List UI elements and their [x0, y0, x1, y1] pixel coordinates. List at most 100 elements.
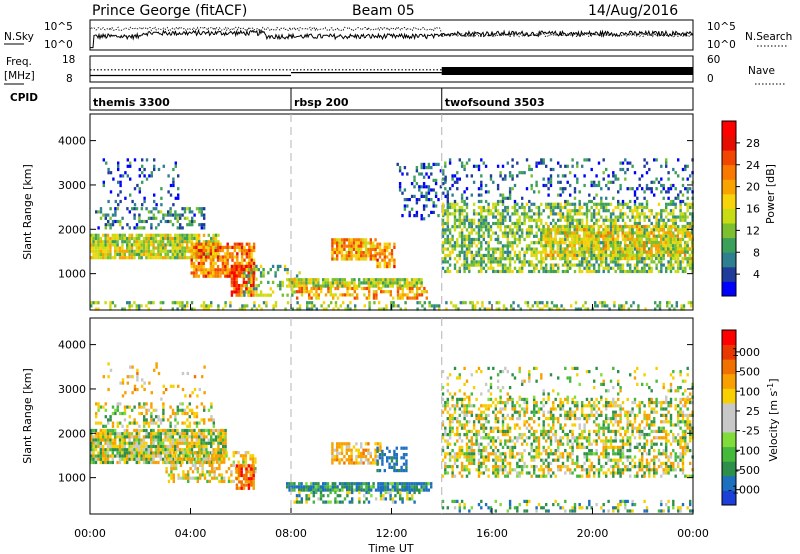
- data-cell: [441, 221, 445, 226]
- colorbar-swatch: [722, 237, 736, 253]
- data-cell: [516, 221, 519, 226]
- data-cell: [348, 244, 351, 248]
- data-cell: [418, 278, 421, 282]
- data-cell: [248, 252, 251, 256]
- data-cell: [307, 281, 310, 285]
- data-cell: [384, 278, 387, 282]
- data-cell: [117, 193, 120, 197]
- data-cell: [508, 253, 512, 258]
- data-cell: [138, 448, 141, 452]
- data-cell: [669, 183, 673, 188]
- data-cell: [392, 296, 395, 300]
- data-cell: [569, 183, 572, 188]
- data-cell: [133, 240, 136, 244]
- data-cell: [399, 286, 402, 291]
- data-cell: [116, 444, 119, 449]
- data-cell: [614, 260, 617, 264]
- data-cell: [540, 237, 543, 242]
- data-cell: [460, 231, 464, 235]
- data-cell: [200, 249, 203, 253]
- data-cell: [219, 438, 222, 442]
- data-cell: [499, 257, 502, 261]
- data-cell: [176, 233, 179, 237]
- data-cell: [166, 438, 170, 442]
- data-cell: [484, 247, 488, 251]
- data-cell: [167, 190, 170, 194]
- data-cell: [619, 253, 622, 257]
- data-cell: [162, 441, 165, 445]
- data-cell: [145, 177, 149, 181]
- data-cell: [592, 228, 595, 232]
- data-cell: [629, 263, 632, 267]
- data-cell: [489, 225, 493, 229]
- data-cell: [619, 247, 622, 251]
- data-cell: [393, 261, 396, 265]
- data-cell: [665, 269, 668, 274]
- data-cell: [597, 224, 600, 229]
- data-cell: [576, 253, 579, 258]
- data-cell: [111, 438, 114, 442]
- data-cell: [326, 284, 330, 288]
- data-cell: [174, 246, 177, 250]
- data-cell: [143, 381, 146, 385]
- data-cell: [418, 185, 421, 189]
- data-cell: [540, 218, 543, 222]
- data-cell: [104, 256, 107, 260]
- data-cell: [157, 432, 160, 436]
- data-cell: [128, 421, 131, 425]
- data-cell: [492, 257, 495, 261]
- data-cell: [200, 207, 203, 211]
- data-cell: [626, 187, 629, 191]
- data-cell: [135, 457, 138, 461]
- data-cell: [487, 253, 490, 258]
- data-cell: [675, 301, 678, 305]
- data-cell: [248, 249, 251, 253]
- data-cell: [188, 424, 191, 428]
- data-cell: [578, 266, 581, 270]
- data-cell: [597, 180, 601, 184]
- data-cell: [207, 454, 210, 458]
- data-cell: [415, 166, 419, 170]
- data-cell: [197, 261, 201, 265]
- data-cell: [451, 183, 454, 188]
- data-cell: [660, 247, 663, 251]
- data-cell: [679, 215, 682, 219]
- data-cell: [150, 435, 153, 439]
- data-cell: [130, 432, 134, 436]
- data-cell: [152, 216, 155, 220]
- data-cell: [136, 371, 139, 376]
- data-cell: [94, 454, 98, 458]
- data-cell: [142, 441, 146, 445]
- data-cell: [142, 236, 146, 241]
- data-cell: [549, 183, 553, 188]
- data-cell: [506, 244, 509, 248]
- data-cell: [162, 391, 165, 395]
- data-cell: [90, 457, 93, 461]
- data-cell: [484, 221, 488, 226]
- data-cell: [628, 253, 631, 257]
- data-cell: [199, 454, 202, 458]
- data-cell: [320, 304, 323, 308]
- data-cell: [126, 158, 129, 162]
- data-cell: [202, 256, 206, 260]
- data-cell: [403, 166, 407, 170]
- data-cell: [310, 290, 313, 294]
- data-cell: [227, 479, 231, 483]
- data-cell: [458, 205, 461, 210]
- data-cell: [441, 241, 445, 245]
- data-cell: [235, 451, 238, 455]
- data-cell: [227, 476, 231, 480]
- data-cell: [147, 444, 150, 449]
- data-cell: [595, 218, 598, 222]
- data-cell: [181, 307, 184, 311]
- data-cell: [192, 245, 196, 249]
- data-cell: [157, 451, 160, 455]
- data-cell: [549, 228, 552, 232]
- data-cell: [176, 444, 179, 449]
- data-cell: [623, 224, 627, 229]
- data-cell: [584, 307, 587, 311]
- data-cell: [463, 199, 466, 204]
- data-cell: [95, 411, 98, 416]
- data-cell: [178, 441, 182, 445]
- data-cell: [552, 202, 555, 206]
